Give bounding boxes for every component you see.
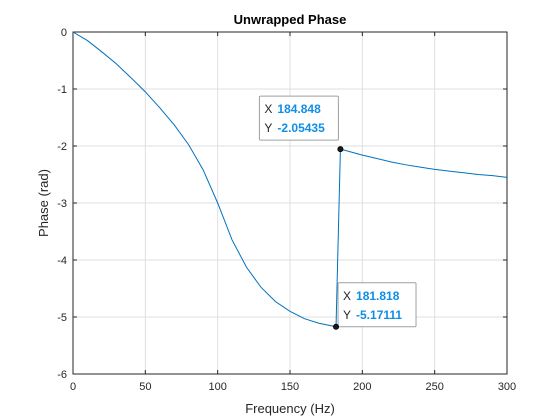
- y-tick-label: -2: [57, 141, 67, 153]
- x-tick-label: 200: [353, 381, 371, 393]
- y-tick-label: 0: [61, 27, 67, 39]
- x-tick-label: 100: [208, 381, 226, 393]
- datatip-y-label: Y: [264, 121, 272, 135]
- datatip-x-value: 181.818: [356, 289, 400, 303]
- datatip[interactable]: X 181.818 Y -5.17111: [333, 282, 417, 330]
- chart-title: Unwrapped Phase: [234, 12, 347, 27]
- datatip-marker[interactable]: [333, 323, 340, 330]
- datatip-box: [337, 282, 417, 328]
- datatip-box: [258, 95, 339, 141]
- y-tick-label: -6: [57, 369, 67, 381]
- grid-lines: [72, 31, 508, 375]
- y-axis-label: Phase (rad): [36, 169, 51, 237]
- datatip-x-label: X: [264, 102, 272, 116]
- x-tick-label: 250: [425, 381, 443, 393]
- datatip-y-label: Y: [343, 308, 351, 322]
- datatip-x-label: X: [343, 289, 351, 303]
- x-tick-labels: 0 50 100 150 200 250 300: [70, 381, 516, 393]
- x-tick-label: 50: [139, 381, 151, 393]
- y-tick-labels: 0 -1 -2 -3 -4 -5 -6: [57, 27, 67, 381]
- datatip-marker[interactable]: [337, 146, 344, 153]
- y-tick-label: -4: [57, 255, 67, 267]
- datatip-y-value: -5.17111: [356, 308, 402, 322]
- y-tick-label: -1: [57, 84, 67, 96]
- x-tick-label: 300: [498, 381, 516, 393]
- datatip-y-value: -2.05435: [277, 121, 325, 135]
- x-tick-label: 150: [281, 381, 299, 393]
- y-tick-label: -5: [57, 312, 67, 324]
- x-axis-label: Frequency (Hz): [245, 401, 335, 416]
- x-tick-label: 0: [70, 381, 76, 393]
- y-tick-label: -3: [57, 198, 67, 210]
- datatip-x-value: 184.848: [277, 102, 321, 116]
- axis-ticks: [72, 31, 508, 375]
- datatips: X 184.848 Y -2.05435 X 181.818 Y -5.17111: [258, 95, 417, 330]
- phase-series-line: [72, 31, 508, 328]
- datatip[interactable]: X 184.848 Y -2.05435: [258, 95, 344, 153]
